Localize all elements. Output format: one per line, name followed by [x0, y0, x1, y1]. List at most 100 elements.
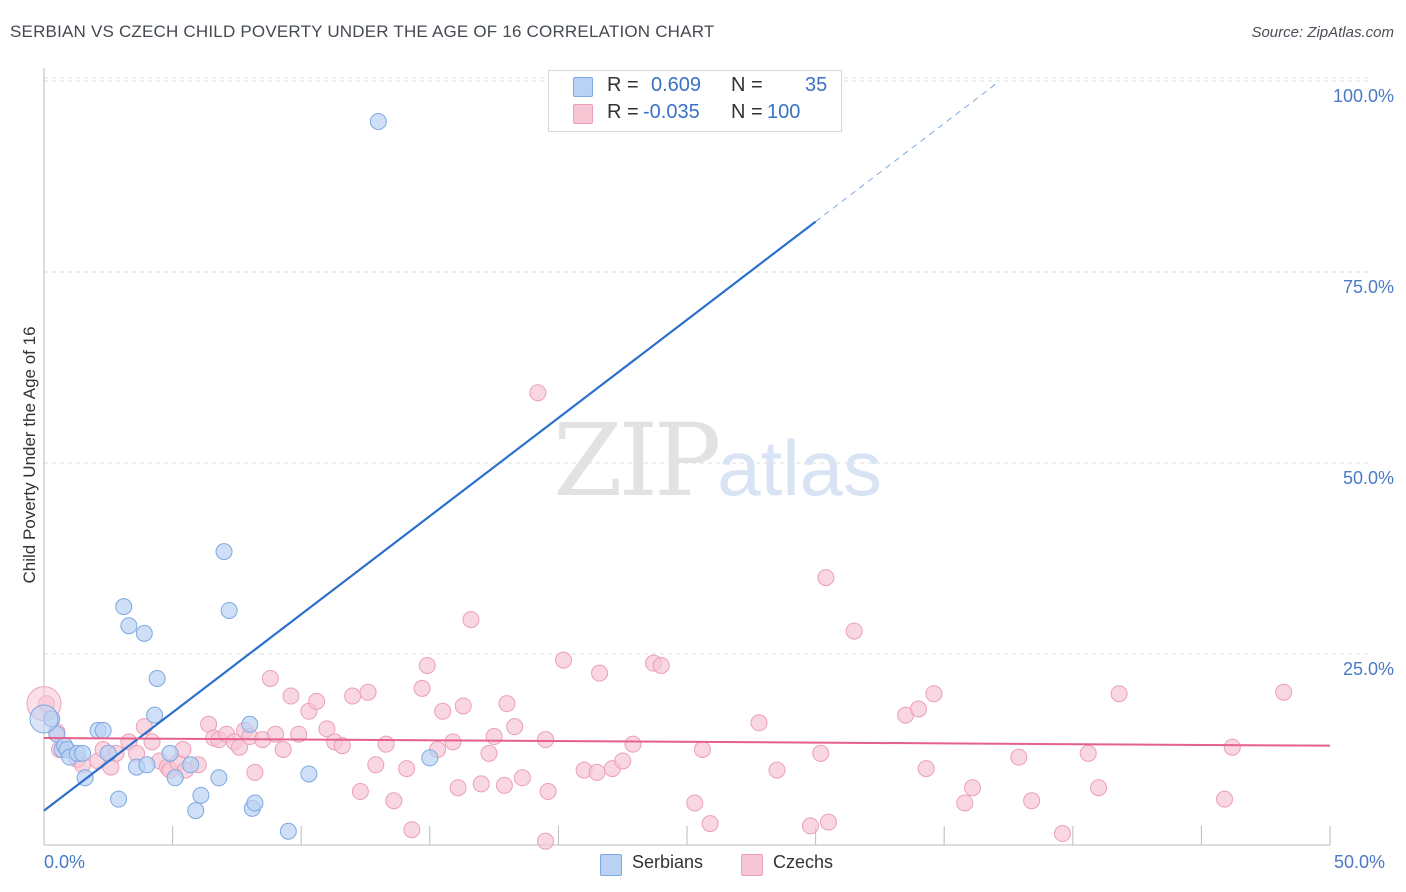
serbian-point	[115, 598, 133, 616]
czech-point	[403, 821, 421, 839]
czech-point	[1216, 790, 1234, 808]
czech-point	[462, 611, 480, 629]
serbian-point	[192, 786, 210, 804]
x-tick-label-min: 0.0%	[44, 852, 86, 872]
czech-point	[963, 779, 981, 797]
czech-point	[418, 656, 436, 674]
chart-title: SERBIAN VS CZECH CHILD POVERTY UNDER THE…	[10, 22, 715, 41]
czech-point	[1275, 683, 1293, 701]
czech-point	[537, 731, 555, 749]
watermark-zip: ZIP	[553, 402, 721, 519]
czech-point	[143, 733, 161, 751]
y-tick-label: 100.0%	[1332, 86, 1394, 106]
czech-point	[495, 776, 513, 794]
czech-point	[819, 813, 837, 831]
source-credit: Source: ZipAtlas.com	[1251, 24, 1394, 41]
czech-point	[1023, 792, 1041, 810]
czech-point	[1223, 738, 1241, 756]
czech-legend-label: Czechs	[773, 852, 834, 872]
serbian-trend-line	[43, 220, 817, 812]
czech-point	[266, 725, 284, 743]
serbian-point	[135, 624, 153, 642]
czech-point	[750, 714, 768, 732]
czech-point	[485, 728, 503, 746]
serbian-point	[369, 112, 387, 130]
y-tick-label: 50.0%	[1342, 468, 1394, 488]
serbian-point	[182, 756, 200, 774]
serbian-points	[29, 112, 439, 840]
serbian-point	[94, 721, 112, 739]
czech-point	[344, 687, 362, 705]
czech-point	[539, 783, 557, 801]
czech-point	[367, 756, 385, 774]
czech-point	[472, 775, 490, 793]
y-tick-label: 25.0%	[1342, 659, 1394, 679]
trend-lines	[43, 83, 1331, 812]
czech-point	[1010, 748, 1028, 766]
czech-point	[812, 744, 830, 762]
czech-point	[817, 569, 835, 587]
gridlines	[44, 77, 1370, 655]
czech-point	[333, 737, 351, 755]
legend-n-label: N =	[731, 101, 763, 123]
czech-point	[801, 817, 819, 835]
serbian-point	[120, 617, 138, 635]
x-tick-label-max: 50.0%	[1334, 852, 1386, 872]
serbian-point-large	[29, 704, 59, 734]
czech-point	[591, 664, 609, 682]
czech-point	[290, 725, 308, 743]
czech-point	[318, 720, 336, 738]
czech-point	[614, 752, 632, 770]
czech-point	[652, 656, 670, 674]
czech-point	[444, 733, 462, 751]
serbian-point	[110, 790, 128, 808]
czech-point	[506, 718, 524, 736]
czech-point	[359, 683, 377, 701]
serbian-point	[161, 744, 179, 762]
czech-point	[1054, 825, 1072, 843]
legend-r-label: R =	[607, 101, 639, 123]
serbian-point	[138, 756, 156, 774]
serbian-point	[166, 769, 184, 787]
serbian-point	[279, 822, 297, 840]
czech-point	[449, 779, 467, 797]
serbian-swatch	[573, 77, 593, 97]
czech-point	[588, 763, 606, 781]
serbian-legend-label: Serbians	[632, 852, 704, 872]
czech-point	[768, 761, 786, 779]
czech-point	[261, 669, 279, 687]
czech-r-value: -0.035	[643, 101, 700, 123]
czech-point	[686, 794, 704, 812]
serbian-point	[99, 744, 117, 762]
serbian-point	[74, 744, 92, 762]
stats-legend: R = 0.609 N = 35 R = -0.035 N = 100	[548, 70, 842, 132]
legend-r-label: R =	[607, 74, 639, 96]
y-axis-label: Child Poverty Under the Age of 16	[20, 326, 39, 584]
czech-points	[26, 384, 1293, 850]
czech-point	[513, 769, 531, 787]
watermark: ZIPatlas	[553, 402, 882, 519]
czech-point	[282, 687, 300, 705]
czech-point	[1110, 685, 1128, 703]
czech-point	[398, 760, 416, 778]
czech-point	[246, 763, 264, 781]
czech-point	[498, 695, 516, 713]
serbian-point	[146, 706, 164, 724]
czech-point	[909, 700, 927, 718]
czech-point	[555, 651, 573, 669]
watermark-atlas: atlas	[717, 424, 883, 512]
czech-point	[1090, 779, 1108, 797]
czech-point	[693, 741, 711, 758]
czech-point	[351, 783, 369, 801]
serbian-point	[246, 794, 264, 812]
czech-point	[624, 735, 642, 753]
serbian-point	[187, 802, 205, 820]
serbian-point	[421, 749, 439, 767]
serbian-point	[300, 765, 318, 783]
serbian-point	[241, 715, 259, 733]
czech-point	[917, 760, 935, 778]
czech-point	[454, 697, 472, 715]
serbian-trend-extension	[815, 83, 996, 222]
czech-point	[845, 622, 863, 640]
czech-n-value: 100	[767, 101, 801, 123]
